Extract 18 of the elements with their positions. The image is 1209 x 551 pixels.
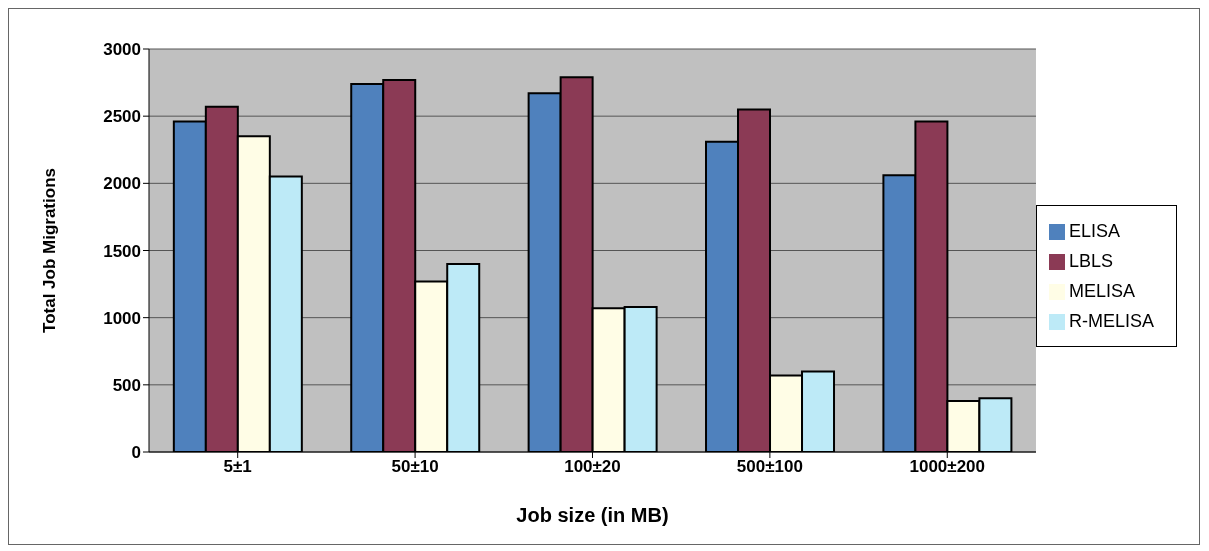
y-tick-label: 3000 xyxy=(103,40,141,60)
legend-label: R-MELISA xyxy=(1068,310,1154,331)
x-tick-label: 100±20 xyxy=(564,457,621,477)
x-axis-title: Job size (in MB) xyxy=(516,504,669,526)
y-tick-label: 1500 xyxy=(103,241,141,261)
legend-label: ELISA xyxy=(1068,220,1120,241)
legend-label: MELISA xyxy=(1068,280,1135,301)
x-tick-label: 1000±200 xyxy=(909,457,986,477)
y-tick-label: 1000 xyxy=(103,308,141,328)
x-tick-label: 5±1 xyxy=(223,457,252,477)
legend-label: LBLS xyxy=(1068,250,1114,271)
y-tick-label: 2000 xyxy=(103,174,141,194)
x-tick-label: 500±100 xyxy=(736,457,803,477)
x-tick-label: 50±10 xyxy=(391,457,439,477)
y-axis-title: Total Job Migrations xyxy=(40,168,60,333)
y-tick-label: 500 xyxy=(112,375,141,395)
y-tick-label: 0 xyxy=(131,443,141,463)
y-tick-label: 2500 xyxy=(103,107,141,127)
